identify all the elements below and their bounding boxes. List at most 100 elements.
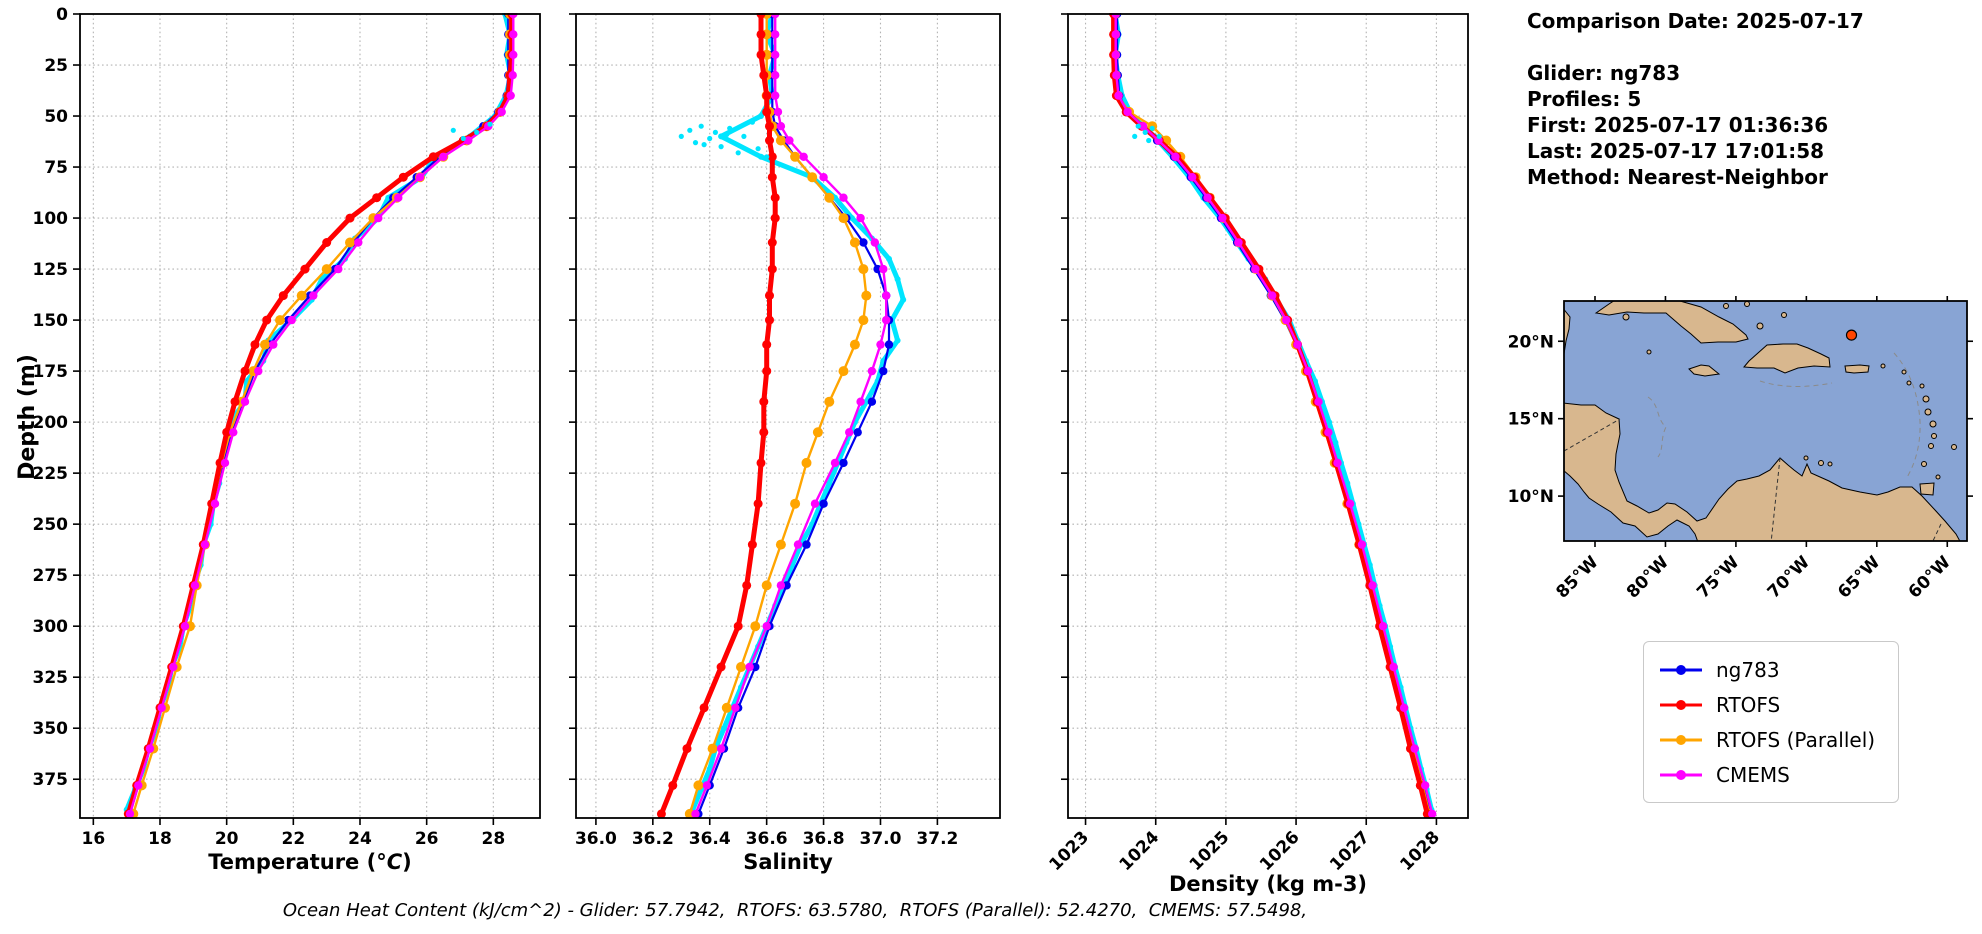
depth-tick-label: 0 <box>56 5 68 25</box>
raw-scatter-point <box>687 127 693 133</box>
legend-line-sample <box>1660 734 1702 745</box>
raw-scatter-point <box>692 140 699 146</box>
map-lat-label: 10°N <box>1508 487 1554 507</box>
x-tick-label: 20 <box>215 829 239 849</box>
island-turks <box>1781 312 1787 318</box>
land-puerto-rico <box>1844 364 1870 374</box>
location-map: 85°W 80°W 75°W 70°W 65°W 60°W 20°N 15°N 10°N <box>1500 293 1980 623</box>
raw-scatter-point <box>755 146 761 152</box>
glider-name: Glider: ng783 <box>1527 61 1681 85</box>
profile-count: Profiles: 5 <box>1527 87 1642 111</box>
island-guadeloupe <box>1922 395 1930 403</box>
legend-item-rtofs: RTOFS <box>1658 687 1884 722</box>
raw-scatter-point <box>764 154 770 160</box>
land-central-south-america <box>1564 402 1961 541</box>
depth-tick-label: 125 <box>33 260 69 280</box>
first-profile-time: First: 2025-07-17 01:36:36 <box>1527 113 1829 137</box>
x-tick-label: 24 <box>348 829 372 849</box>
map-lon-label: 65°W <box>1834 552 1884 602</box>
land-trinidad <box>1919 482 1935 496</box>
island-st-kitts <box>1906 380 1912 386</box>
comparison-date: Comparison Date: 2025-07-17 <box>1527 9 1864 33</box>
depth-tick-label: 150 <box>33 311 69 331</box>
map-lon-label: 80°W <box>1623 552 1673 602</box>
raw-scatter-point <box>1142 129 1148 135</box>
x-tick-label: 26 <box>415 829 439 849</box>
island-st-lucia <box>1931 433 1937 439</box>
raw-scatter-point <box>701 142 707 148</box>
raw-scatter-point <box>749 119 756 125</box>
glider-position-marker <box>1845 329 1858 341</box>
map-lon-label: 85°W <box>1552 552 1602 602</box>
land-yucatan <box>1564 308 1571 357</box>
map-lat-label: 20°N <box>1508 332 1554 352</box>
island-dominica <box>1924 408 1932 416</box>
raw-scatter-point <box>1146 137 1152 144</box>
island-ragged <box>1723 303 1729 309</box>
island-martinique <box>1929 420 1937 428</box>
legend-label: RTOFS <box>1716 692 1781 717</box>
island-great-inagua <box>1756 322 1764 330</box>
x-tick-label: 1026 <box>1256 827 1304 875</box>
caribbean-map: 85°W 80°W 75°W 70°W 65°W 60°W 20°N 15°N 10°N <box>1508 296 1973 603</box>
temperature-axis-label: Temperature (°C) <box>80 850 540 874</box>
raw-scatter-point <box>712 129 719 135</box>
raw-scatter-point <box>698 123 704 129</box>
island-antigua <box>1919 383 1925 389</box>
raw-scatter-point <box>678 133 684 139</box>
depth-tick-label: 100 <box>33 209 69 229</box>
map-land-group <box>1564 301 1961 541</box>
legend-items: ng783 RTOFS RTOFS (Parallel) CMEMS <box>1658 652 1884 792</box>
x-tick-label: 36.8 <box>803 829 845 849</box>
island-cayman <box>1646 349 1652 355</box>
legend: ng783 RTOFS RTOFS (Parallel) CMEMS <box>1643 641 1899 803</box>
x-tick-label: 1023 <box>1045 827 1093 875</box>
island-virgin <box>1880 363 1886 369</box>
border-honduras-nicaragua <box>1564 418 1621 452</box>
x-tick-label: 22 <box>281 829 305 849</box>
island-bonaire <box>1827 461 1833 467</box>
legend-item-rtofs-parallel: RTOFS (Parallel) <box>1658 722 1884 757</box>
raw-scatter-point <box>735 150 741 156</box>
x-tick-label: 1025 <box>1186 827 1234 875</box>
map-frame <box>1563 300 1968 542</box>
depth-tick-label: 225 <box>33 464 69 484</box>
x-tick-label: 1027 <box>1326 827 1374 875</box>
island-curacao <box>1818 460 1824 466</box>
x-tick-label: 1024 <box>1116 827 1164 875</box>
legend-label: RTOFS (Parallel) <box>1716 727 1876 752</box>
info-panel: Comparison Date: 2025-07-17 Glider: ng78… <box>1527 8 1864 190</box>
raw-scatter-point <box>1132 133 1138 139</box>
island-st-vincent <box>1928 443 1934 449</box>
x-tick-label: 36.6 <box>746 829 788 849</box>
island-acklins <box>1744 301 1750 307</box>
chart-salinity: 36.0 36.2 36.4 36.6 36.8 37.0 37.2 <box>569 13 1001 849</box>
map-lon-label: 60°W <box>1905 552 1955 602</box>
island-grenada <box>1921 461 1927 467</box>
density-axis-label: Density (kg m-3) <box>1168 872 1368 896</box>
depth-tick-label: 75 <box>44 158 68 178</box>
land-cuba <box>1594 301 1749 344</box>
temperature-axis-label-text: Temperature ( <box>208 850 377 874</box>
x-tick-label: 28 <box>481 829 505 849</box>
chart-density: 1023 1024 1025 1026 1027 1028 <box>1045 13 1469 875</box>
chart-temperature: 16 18 20 22 24 26 28 0 25 50 75 100 125 150 175 200 225 2… <box>33 5 541 849</box>
salinity-axis-label: Salinity <box>743 850 833 874</box>
raw-scatter-point <box>741 133 747 139</box>
legend-item-cmems: CMEMS <box>1658 757 1884 792</box>
legend-line-sample <box>1660 664 1702 675</box>
map-marker-group <box>1845 329 1858 341</box>
x-tick-label: 1028 <box>1396 827 1444 875</box>
land-hispaniola <box>1742 343 1831 374</box>
last-profile-time: Last: 2025-07-17 17:01:58 <box>1527 139 1825 163</box>
maritime-boundary-south <box>1759 380 1833 387</box>
method: Method: Nearest-Neighbor <box>1527 165 1828 189</box>
island-st-martin <box>1901 369 1907 375</box>
island-barbados <box>1951 444 1957 450</box>
depth-tick-label: 50 <box>44 107 68 127</box>
depth-tick-label: 275 <box>33 566 69 586</box>
island-tobago <box>1935 474 1941 480</box>
depth-tick-label: 175 <box>33 362 69 382</box>
